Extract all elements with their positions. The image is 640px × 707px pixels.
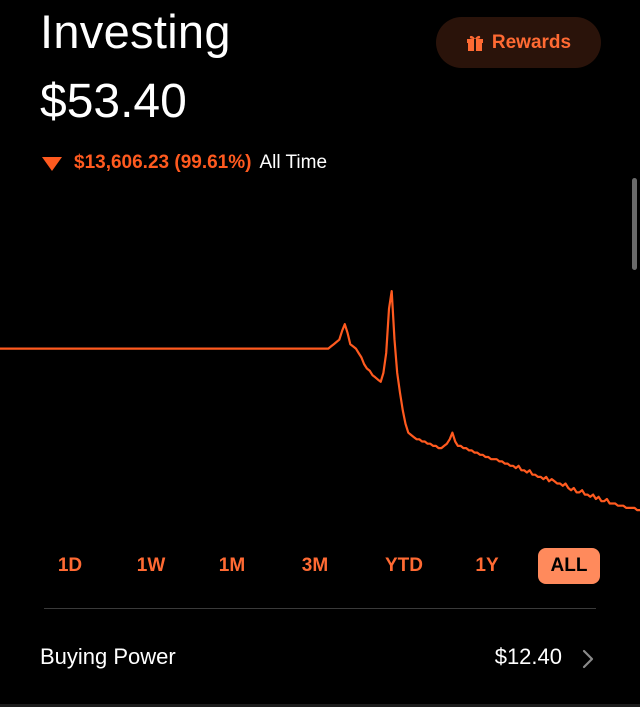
triangle-down-icon (42, 156, 62, 171)
range-tab-1w[interactable]: 1W (136, 555, 166, 576)
range-tab-1d[interactable]: 1D (57, 555, 83, 576)
bottom-bar (0, 704, 640, 707)
change-summary: $13,606.23 (99.61%) All Time (42, 150, 327, 176)
divider (44, 608, 596, 609)
time-range-selector: 1D 1W 1M 3M YTD 1Y ALL (0, 548, 640, 584)
buying-power-value: $12.40 (494, 644, 562, 669)
range-tab-ytd[interactable]: YTD (385, 555, 423, 576)
change-amount: $13,606.23 (99.61%) (74, 152, 252, 173)
range-tab-1m[interactable]: 1M (218, 555, 246, 576)
range-tab-3m[interactable]: 3M (301, 555, 329, 576)
buying-power-label: Buying Power (40, 644, 176, 669)
page-title: Investing (40, 5, 231, 58)
portfolio-balance: $53.40 (40, 75, 187, 128)
range-tab-all[interactable]: ALL (538, 548, 600, 584)
rewards-button[interactable]: Rewards (436, 17, 601, 68)
portfolio-chart[interactable] (0, 280, 640, 530)
chevron-right-icon (580, 648, 596, 670)
gift-icon (466, 34, 484, 52)
buying-power-row[interactable]: Buying Power $12.40 (0, 634, 640, 682)
chart-series-line (0, 290, 640, 512)
rewards-label: Rewards (491, 31, 572, 53)
range-tab-1y[interactable]: 1Y (475, 555, 499, 576)
scrollbar[interactable] (632, 178, 637, 270)
change-period: All Time (259, 152, 328, 173)
